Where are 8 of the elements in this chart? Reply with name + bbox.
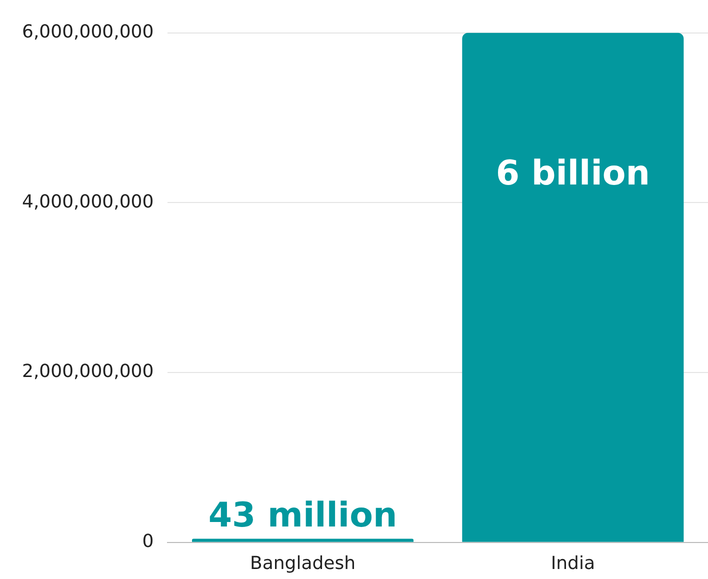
x-tick-label: Bangladesh: [250, 552, 356, 574]
x-tick-label: India: [550, 552, 596, 574]
y-tick-label: 6,000,000,000: [22, 21, 154, 42]
y-tick-label: 2,000,000,000: [22, 361, 154, 382]
data-label: 43 million: [208, 496, 398, 536]
y-tick-label: 4,000,000,000: [22, 191, 154, 212]
y-tick-label: 0: [142, 531, 154, 552]
data-label: 6 billion: [496, 154, 650, 194]
